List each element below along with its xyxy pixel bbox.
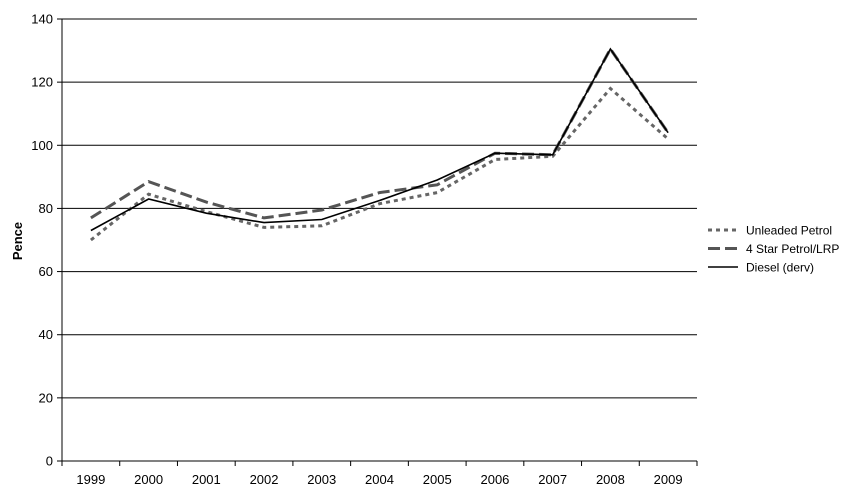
legend-label: Unleaded Petrol (746, 224, 832, 238)
y-tick-labels: 0 20 40 60 80 100 120 140 (31, 12, 53, 469)
gridlines (57, 18, 697, 462)
legend-label: 4 Star Petrol/LRP (746, 242, 839, 256)
y-tick-label: 120 (31, 75, 53, 90)
legend-label: Diesel (derv) (746, 261, 814, 275)
series-line-diesel-derv (90, 47, 669, 232)
x-tick-label: 2000 (134, 472, 163, 487)
axes (61, 19, 697, 462)
x-tick-label: 2007 (538, 472, 567, 487)
x-tick-label: 2001 (192, 472, 221, 487)
y-tick-label: 140 (31, 12, 53, 27)
y-tick-label: 40 (39, 327, 53, 342)
legend: Unleaded Petrol 4 Star Petrol/LRP Diesel (… (708, 224, 839, 275)
x-tick-label: 2009 (654, 472, 683, 487)
y-tick-label: 0 (46, 454, 53, 469)
x-tick-label: 2005 (423, 472, 452, 487)
x-tick-label: 2003 (307, 472, 336, 487)
series-line-4-star-petrol-lrp (90, 46, 670, 220)
x-tick-label: 2006 (480, 472, 509, 487)
y-tick-label: 20 (39, 390, 53, 405)
y-tick-label: 60 (39, 264, 53, 279)
x-tick-label: 2008 (596, 472, 625, 487)
y-tick-label: 100 (31, 138, 53, 153)
x-tick-label: 2002 (250, 472, 279, 487)
series-line-unleaded-petrol (89, 86, 670, 242)
y-axis-label: Pence (10, 222, 25, 260)
series-lines (89, 46, 670, 242)
x-tick-label: 2004 (365, 472, 394, 487)
y-tick-label: 80 (39, 201, 53, 216)
x-tick-labels: 1999 2000 2001 2002 2003 2004 2005 2006 2007 2008… (61, 461, 698, 487)
x-tick-label: 1999 (76, 472, 105, 487)
